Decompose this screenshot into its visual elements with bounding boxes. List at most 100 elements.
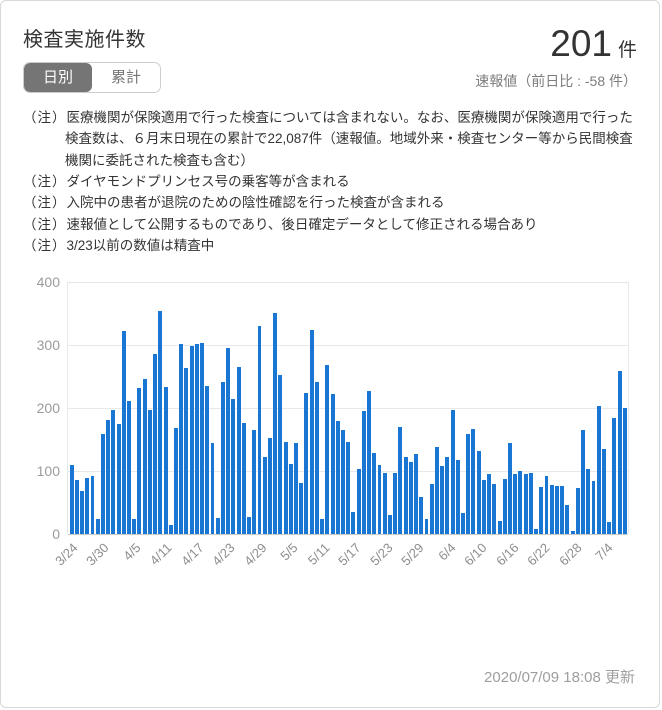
bar-5/16[interactable]	[346, 441, 351, 535]
bar-4/25[interactable]	[236, 366, 241, 535]
bar-5/17[interactable]	[351, 512, 356, 535]
bar-5/31[interactable]	[424, 519, 429, 535]
bar-4/23[interactable]	[226, 347, 231, 535]
bar-6/2[interactable]	[434, 447, 439, 535]
bar-4/6[interactable]	[137, 387, 142, 535]
bar-5/26[interactable]	[398, 427, 403, 535]
bar-4/10[interactable]	[158, 311, 163, 535]
bar-3/31[interactable]	[106, 419, 111, 535]
bar-7/1[interactable]	[586, 469, 591, 535]
bar-5/29[interactable]	[414, 454, 419, 535]
bar-4/20[interactable]	[210, 442, 215, 535]
bar-3/28[interactable]	[90, 475, 95, 535]
bar-6/26[interactable]	[560, 485, 565, 535]
bar-6/16[interactable]	[508, 442, 512, 535]
bar-4/15[interactable]	[184, 367, 189, 535]
bar-5/11[interactable]	[320, 519, 325, 535]
bar-6/17[interactable]	[513, 473, 518, 535]
bar-5/19[interactable]	[361, 410, 366, 535]
bar-4/24[interactable]	[231, 399, 236, 535]
bar-6/15[interactable]	[502, 478, 507, 535]
bar-4/9[interactable]	[153, 353, 158, 535]
bar-7/5[interactable]	[607, 522, 612, 535]
bar-5/15[interactable]	[341, 430, 345, 535]
bar-4/12[interactable]	[168, 524, 173, 535]
bar-6/27[interactable]	[565, 505, 570, 535]
bar-5/27[interactable]	[403, 457, 408, 535]
bar-6/25[interactable]	[554, 486, 559, 535]
bar-6/9[interactable]	[471, 429, 476, 535]
bar-6/29[interactable]	[575, 488, 580, 535]
bar-4/7[interactable]	[142, 378, 147, 535]
bar-4/22[interactable]	[220, 381, 225, 535]
bar-6/6[interactable]	[455, 459, 460, 535]
bar-6/1[interactable]	[429, 483, 434, 535]
bar-5/10[interactable]	[314, 381, 319, 535]
bar-6/13[interactable]	[492, 483, 497, 535]
bar-5/14[interactable]	[335, 420, 340, 535]
bar-5/28[interactable]	[408, 461, 413, 535]
bar-5/20[interactable]	[367, 391, 372, 535]
bar-4/5[interactable]	[132, 518, 137, 535]
bar-5/21[interactable]	[372, 453, 377, 535]
bar-4/26[interactable]	[241, 422, 246, 535]
bar-7/6[interactable]	[612, 418, 617, 535]
bar-5/13[interactable]	[330, 393, 335, 535]
bar-3/24[interactable]	[69, 465, 74, 535]
bar-4/21[interactable]	[215, 517, 220, 535]
bar-7/4[interactable]	[601, 448, 606, 535]
bar-6/23[interactable]	[544, 475, 549, 535]
bar-6/4[interactable]	[445, 457, 450, 535]
bar-3/27[interactable]	[85, 478, 90, 535]
bar-3/26[interactable]	[80, 490, 85, 535]
bar-5/9[interactable]	[309, 329, 314, 535]
bar-5/22[interactable]	[377, 465, 382, 535]
bar-4/30[interactable]	[262, 457, 267, 535]
bar-6/24[interactable]	[549, 485, 554, 535]
bar-3/25[interactable]	[74, 480, 79, 535]
bar-4/13[interactable]	[174, 428, 178, 535]
bar-5/2[interactable]	[273, 313, 278, 535]
bar-4/16[interactable]	[189, 345, 194, 535]
bar-7/7[interactable]	[617, 371, 622, 535]
bar-6/18[interactable]	[518, 470, 523, 535]
bar-4/8[interactable]	[147, 409, 152, 535]
bar-5/5[interactable]	[288, 463, 293, 535]
bar-4/14[interactable]	[179, 344, 184, 535]
bar-5/30[interactable]	[419, 497, 424, 535]
bar-5/23[interactable]	[382, 473, 387, 535]
bar-5/3[interactable]	[278, 374, 283, 535]
bar-6/28[interactable]	[570, 531, 575, 535]
bar-6/5[interactable]	[450, 410, 455, 535]
bar-6/30[interactable]	[581, 430, 586, 535]
bar-4/1[interactable]	[111, 409, 116, 535]
bar-4/18[interactable]	[200, 343, 205, 535]
bar-5/1[interactable]	[267, 437, 272, 535]
bar-6/21[interactable]	[534, 529, 539, 535]
bar-7/3[interactable]	[596, 406, 601, 535]
bar-4/17[interactable]	[194, 344, 199, 535]
bar-5/24[interactable]	[387, 515, 392, 535]
bar-6/3[interactable]	[440, 465, 445, 535]
bar-6/8[interactable]	[466, 434, 471, 535]
bar-6/11[interactable]	[481, 479, 486, 535]
bar-5/18[interactable]	[356, 469, 361, 535]
bar-5/12[interactable]	[325, 364, 330, 535]
bar-4/19[interactable]	[205, 386, 210, 535]
bar-5/4[interactable]	[283, 441, 288, 535]
toggle-cumulative-button[interactable]: 累計	[92, 63, 161, 92]
bar-4/29[interactable]	[257, 325, 262, 535]
bar-5/8[interactable]	[304, 392, 309, 535]
bar-6/12[interactable]	[487, 473, 492, 535]
bar-3/29[interactable]	[95, 519, 100, 535]
bar-5/7[interactable]	[299, 482, 304, 535]
bar-4/2[interactable]	[116, 424, 121, 535]
bar-4/3[interactable]	[121, 331, 126, 535]
bar-7/2[interactable]	[591, 480, 596, 535]
bar-3/30[interactable]	[100, 434, 105, 535]
bar-6/20[interactable]	[528, 472, 533, 535]
bar-4/4[interactable]	[127, 400, 131, 535]
bar-4/11[interactable]	[163, 386, 168, 535]
toggle-daily-button[interactable]: 日別	[24, 63, 93, 92]
bar-5/25[interactable]	[393, 472, 398, 535]
